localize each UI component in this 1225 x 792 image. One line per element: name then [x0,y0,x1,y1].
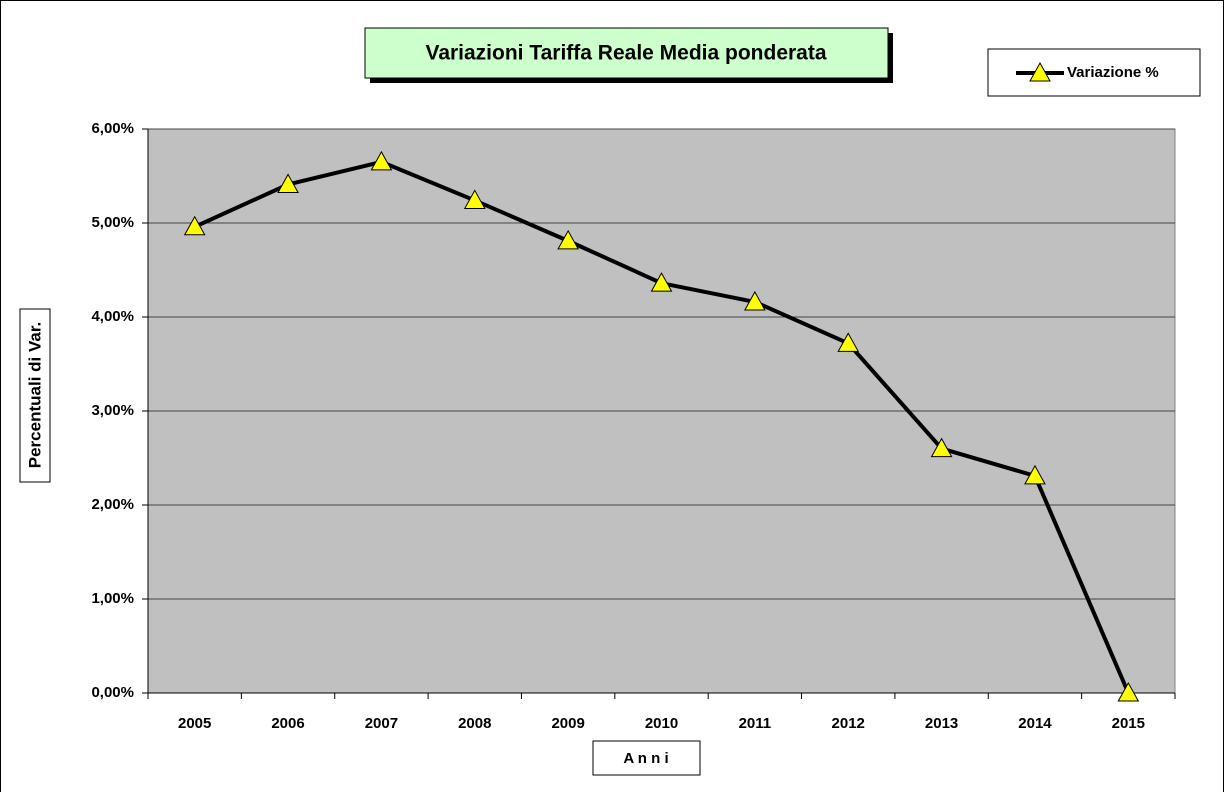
y-axis-label: Percentuali di Var. [25,322,44,468]
data-marker [557,229,579,250]
x-label-box [592,740,701,776]
legend-marker [1029,61,1051,82]
y-tick-label: 4,00% [91,308,134,325]
data-marker [744,290,766,311]
data-marker [463,189,486,209]
data-marker [183,215,206,236]
y-tick-label: 0,00% [91,684,134,701]
x-tick-label: 2013 [925,715,958,732]
x-tick-label: 2006 [271,715,304,732]
x-tick-label: 2005 [178,715,211,732]
x-tick-label: 2009 [551,715,584,732]
y-tick-label: 3,00% [91,402,134,419]
data-marker [1117,681,1140,702]
data-marker [837,332,860,352]
x-tick-label: 2014 [1018,715,1052,732]
legend-label: Variazione % [1067,64,1159,81]
data-marker [930,437,953,458]
x-tick-label: 2015 [1112,715,1145,732]
chart-title: Variazioni Tariffa Reale Media ponderata [425,42,826,65]
data-marker [1024,464,1046,485]
x-axis-label: A n n i [623,750,668,767]
y-tick-label: 2,00% [91,496,134,513]
x-tick-label: 2010 [645,715,678,732]
y-tick-label: 1,00% [91,590,134,607]
y-tick-label: 5,00% [91,214,134,231]
x-tick-label: 2007 [365,715,398,732]
x-tick-label: 2011 [739,715,772,732]
data-marker [277,173,299,193]
data-marker [370,150,393,171]
data-marker [650,272,673,292]
title-box [364,27,889,79]
x-tick-label: 2008 [458,715,491,732]
y-tick-label: 6,00% [91,120,134,137]
y-label-box [19,308,51,483]
x-tick-label: 2012 [832,715,865,732]
